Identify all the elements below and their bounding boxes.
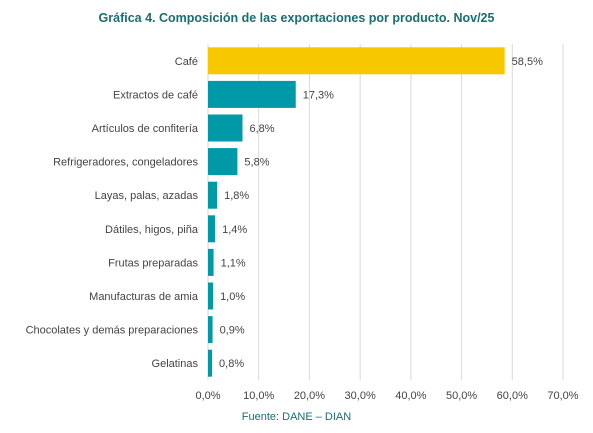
data-label: 0,9% bbox=[220, 325, 245, 337]
x-tick-label: 50,0% bbox=[446, 390, 477, 402]
bar bbox=[208, 248, 214, 276]
category-label: Extractos de café bbox=[113, 89, 198, 101]
bar bbox=[208, 47, 505, 75]
data-label: 1,4% bbox=[222, 224, 247, 236]
bar bbox=[208, 80, 296, 108]
category-label: Dátiles, higos, piña bbox=[105, 224, 199, 236]
x-tick-label: 20,0% bbox=[294, 390, 325, 402]
bar bbox=[208, 349, 213, 377]
data-label: 1,1% bbox=[221, 257, 246, 269]
chart-title: Gráfica 4. Composición de las exportacio… bbox=[98, 11, 495, 25]
category-label: Café bbox=[175, 56, 198, 68]
x-tick-label: 60,0% bbox=[497, 390, 528, 402]
category-label: Chocolates y demás preparaciones bbox=[26, 325, 199, 337]
data-label: 5,8% bbox=[244, 157, 269, 169]
x-tick-label: 40,0% bbox=[395, 390, 426, 402]
bar bbox=[208, 148, 238, 176]
data-label: 6,8% bbox=[249, 123, 274, 135]
chart-source: Fuente: DANE – DIAN bbox=[241, 411, 352, 423]
bar bbox=[208, 114, 243, 142]
x-tick-label: 70,0% bbox=[547, 390, 578, 402]
data-label: 17,3% bbox=[303, 89, 334, 101]
x-tick-label: 10,0% bbox=[243, 390, 274, 402]
category-label: Gelatinas bbox=[152, 358, 199, 370]
bar bbox=[208, 181, 218, 209]
data-label: 1,0% bbox=[220, 291, 245, 303]
bar bbox=[208, 282, 214, 310]
category-label: Artículos de confitería bbox=[92, 123, 199, 135]
x-tick-label: 0,0% bbox=[195, 390, 220, 402]
category-label: Frutas preparadas bbox=[108, 257, 198, 269]
data-label: 0,8% bbox=[219, 358, 244, 370]
category-label: Manufacturas de amia bbox=[89, 291, 199, 303]
x-tick-label: 30,0% bbox=[345, 390, 376, 402]
data-label: 58,5% bbox=[512, 56, 543, 68]
data-label: 1,8% bbox=[224, 190, 249, 202]
category-label: Refrigeradores, congeladores bbox=[53, 157, 198, 169]
category-label: Layas, palas, azadas bbox=[95, 190, 199, 202]
bar bbox=[208, 316, 213, 344]
bar bbox=[208, 215, 216, 243]
